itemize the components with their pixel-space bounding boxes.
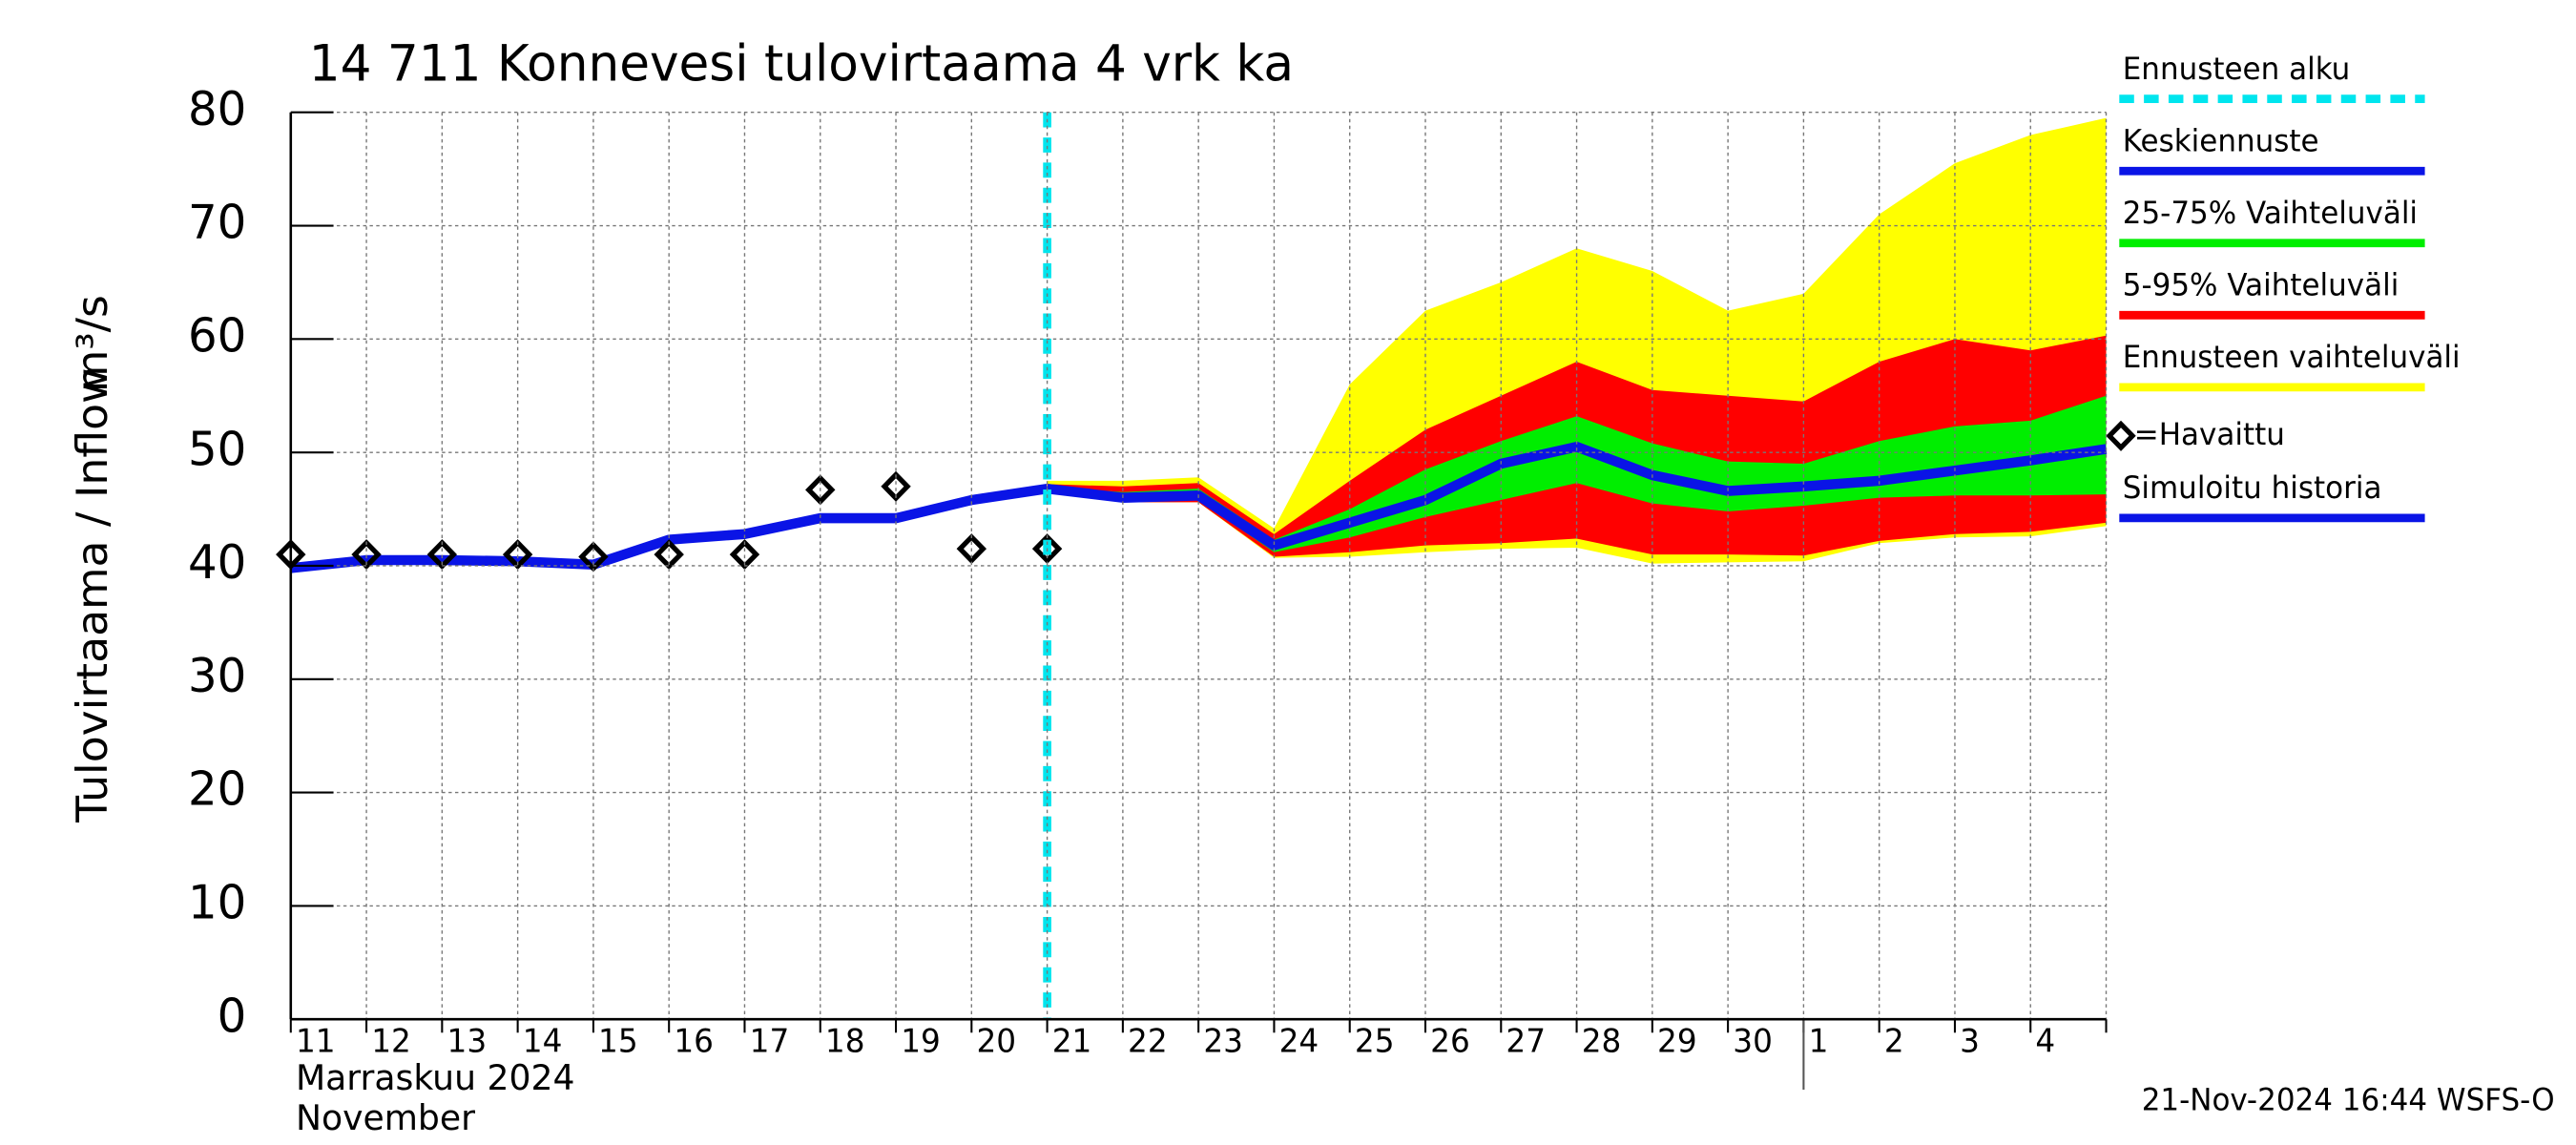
- observation-marker: [351, 539, 382, 571]
- x-tick-label: 24: [1279, 1022, 1319, 1059]
- x-tick-label: 28: [1582, 1022, 1622, 1059]
- x-tick-label: 11: [296, 1022, 336, 1059]
- x-tick-label: 19: [901, 1022, 941, 1059]
- y-tick-label: 60: [188, 309, 246, 364]
- x-tick-label: 29: [1657, 1022, 1697, 1059]
- x-tick-label: 14: [523, 1022, 563, 1059]
- month-label: Marraskuu 2024: [296, 1057, 575, 1098]
- legend-label: 5-95% Vaihteluväli: [2123, 268, 2399, 302]
- band-area: [1047, 395, 2107, 552]
- observation-marker: [502, 539, 533, 571]
- chart-title: 14 711 Konnevesi tulovirtaama 4 vrk ka: [309, 35, 1294, 94]
- observation-marker: [956, 533, 987, 565]
- y-axis-unit: m³/s: [67, 295, 116, 392]
- x-tick-label: 4: [2035, 1022, 2055, 1059]
- series-line: [1046, 441, 2108, 551]
- x-tick-label: 12: [371, 1022, 411, 1059]
- observation-marker: [654, 539, 684, 571]
- legend-label: Simuloitu historia: [2123, 471, 2382, 506]
- y-tick-label: 40: [188, 536, 246, 591]
- month-label-en: November: [296, 1097, 476, 1138]
- legend-label: 25-75% Vaihteluväli: [2123, 197, 2418, 231]
- y-tick-label: 20: [188, 762, 246, 817]
- y-tick-label: 70: [188, 196, 246, 250]
- x-tick-label: 25: [1355, 1022, 1395, 1059]
- legend-swatch: [2106, 420, 2136, 451]
- legend-label: Ennusteen vaihteluväli: [2123, 341, 2461, 375]
- x-tick-label: 30: [1733, 1022, 1773, 1059]
- x-tick-label: 13: [447, 1022, 488, 1059]
- y-tick-label: 80: [188, 82, 246, 136]
- legend: Ennusteen alku Keskiennuste 25-75% Vaihtel…: [2106, 52, 2461, 523]
- observation-marker: [881, 470, 911, 502]
- x-tick-label: 26: [1430, 1022, 1470, 1059]
- x-tick-label: 23: [1203, 1022, 1243, 1059]
- x-tick-label: 22: [1128, 1022, 1168, 1059]
- y-tick-label: 30: [188, 649, 246, 703]
- legend-label: =Havaittu: [2134, 418, 2285, 452]
- x-tick-label: 1: [1809, 1022, 1829, 1059]
- x-tick-label: 20: [976, 1022, 1016, 1059]
- legend-label: Keskiennuste: [2123, 124, 2319, 158]
- x-tick-label: 15: [598, 1022, 638, 1059]
- legend-label: Ennusteen alku: [2123, 52, 2351, 87]
- x-tick-label: 17: [750, 1022, 790, 1059]
- x-tick-label: 3: [1960, 1022, 1980, 1059]
- x-tick-label: 27: [1506, 1022, 1546, 1059]
- y-axis-label: Tulovirtaama / Inflow: [67, 368, 116, 823]
- y-tick-label: 50: [188, 423, 246, 477]
- x-tick-label: 18: [825, 1022, 865, 1059]
- y-tick-label: 0: [218, 989, 247, 1044]
- y-tick-label: 10: [188, 876, 246, 930]
- footer: 21-Nov-2024 16:44 WSFS-O: [2142, 1083, 2555, 1117]
- x-tick-label: 2: [1884, 1022, 1904, 1059]
- observation-marker: [1031, 533, 1063, 565]
- x-tick-label: 21: [1052, 1022, 1092, 1059]
- x-tick-label: 16: [674, 1022, 714, 1059]
